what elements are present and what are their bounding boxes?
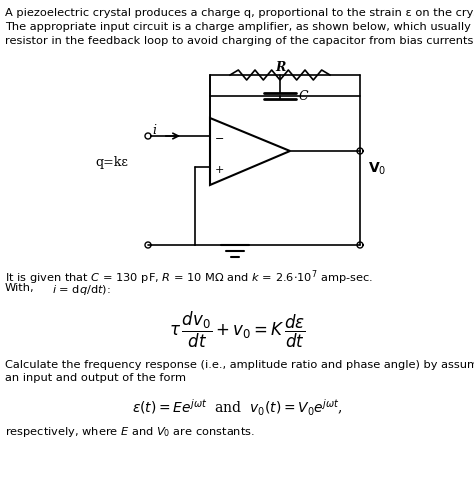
Text: $\tau\,\dfrac{dv_0}{dt} + v_0 = K\,\dfrac{d\varepsilon}{dt}$: $\tau\,\dfrac{dv_0}{dt} + v_0 = K\,\dfra… xyxy=(169,310,305,350)
Text: respectively, where $E$ and $V_0$ are constants.: respectively, where $E$ and $V_0$ are co… xyxy=(5,425,255,439)
Text: $\mathbf{V}_0$: $\mathbf{V}_0$ xyxy=(368,161,386,178)
Text: an input and output of the form: an input and output of the form xyxy=(5,373,186,383)
Text: C: C xyxy=(299,90,309,103)
Text: $\varepsilon(t) = Ee^{j\omega t}$  and  $v_0(t) = V_0e^{j\omega t}$,: $\varepsilon(t) = Ee^{j\omega t}$ and $v… xyxy=(132,398,342,418)
Text: +: + xyxy=(215,165,224,175)
Text: R: R xyxy=(275,61,285,74)
Text: The appropriate input circuit is a charge amplifier, as shown below, which usual: The appropriate input circuit is a charg… xyxy=(5,22,474,32)
Text: A piezoelectric crystal produces a charge q, proportional to the strain ε on the: A piezoelectric crystal produces a charg… xyxy=(5,8,474,18)
Text: resistor in the feedback loop to avoid charging of the capacitor from bias curre: resistor in the feedback loop to avoid c… xyxy=(5,36,474,46)
Text: $i$ = d$q$/d$t$):: $i$ = d$q$/d$t$): xyxy=(52,283,111,297)
Text: i: i xyxy=(152,124,156,137)
Text: q=kε: q=kε xyxy=(95,156,128,169)
Text: Calculate the frequency response (i.e., amplitude ratio and phase angle) by assu: Calculate the frequency response (i.e., … xyxy=(5,360,474,370)
Text: With,: With, xyxy=(5,283,35,293)
Text: −: − xyxy=(215,134,224,144)
Text: It is given that $C$ = 130 pF, $R$ = 10 M$\Omega$ and $k$ = 2.6$\cdot$10$^7$ amp: It is given that $C$ = 130 pF, $R$ = 10 … xyxy=(5,268,373,287)
